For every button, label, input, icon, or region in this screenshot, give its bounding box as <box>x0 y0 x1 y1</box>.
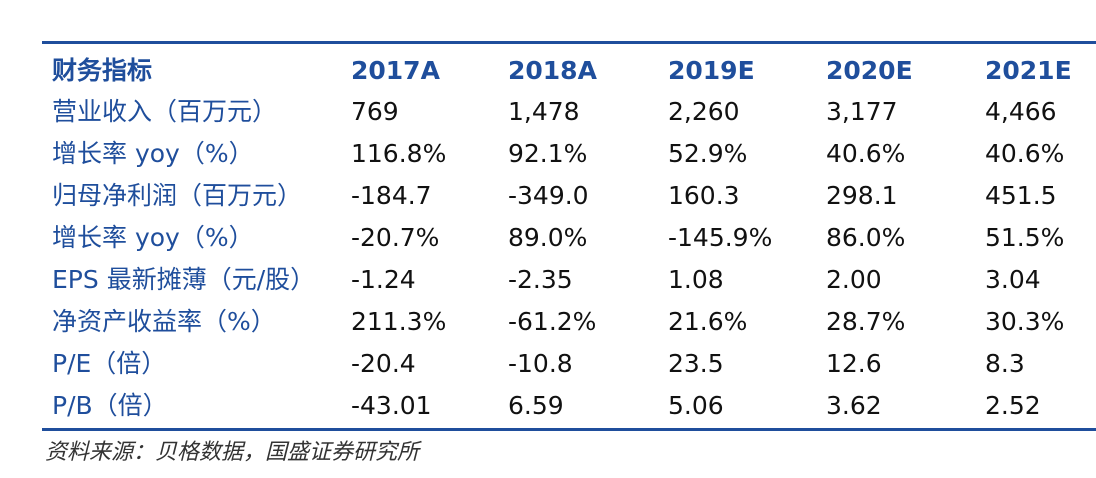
table-row-net-profit-growth: 增长率 yoy（%） -20.7% 89.0% -145.9% 86.0% 51… <box>42 217 1096 259</box>
table-cell: 769 <box>351 97 399 126</box>
header-year-2020: 2020E <box>826 56 913 85</box>
table-cell: 298.1 <box>826 181 898 210</box>
table-cell: 451.5 <box>985 181 1057 210</box>
table-cell: -20.7% <box>351 223 440 252</box>
table-cell: 92.1% <box>508 139 588 168</box>
table-row-eps: EPS 最新摊薄（元/股） -1.24 -2.35 1.08 2.00 3.04 <box>42 259 1096 301</box>
header-year-2019: 2019E <box>668 56 755 85</box>
header-label: 财务指标 <box>52 56 153 85</box>
table-row-pb: P/B（倍） -43.01 6.59 5.06 3.62 2.52 <box>42 385 1096 427</box>
table-bottom-rule <box>42 428 1096 431</box>
table-row-roe: 净资产收益率（%） 211.3% -61.2% 21.6% 28.7% 30.3… <box>42 301 1096 343</box>
row-label: 归母净利润（百万元） <box>52 181 303 210</box>
table-cell: 3.62 <box>826 391 882 420</box>
table-header-row: 财务指标 2017A 2018A 2019E 2020E 2021E <box>42 50 1096 92</box>
table-row-pe: P/E（倍） -20.4 -10.8 23.5 12.6 8.3 <box>42 343 1096 385</box>
table-cell: 40.6% <box>985 139 1065 168</box>
table-cell: -184.7 <box>351 181 432 210</box>
table-cell: -145.9% <box>668 223 773 252</box>
source-note: 资料来源：贝格数据，国盛证券研究所 <box>45 440 420 465</box>
header-year-2017: 2017A <box>351 56 440 85</box>
row-label: 净资产收益率（%） <box>52 307 276 336</box>
row-label: EPS 最新摊薄（元/股） <box>52 265 316 294</box>
table-cell: -1.24 <box>351 265 416 294</box>
row-label: 营业收入（百万元） <box>52 97 278 126</box>
row-label: P/B（倍） <box>52 391 168 420</box>
table-cell: 2.00 <box>826 265 882 294</box>
table-row-revenue-growth: 增长率 yoy（%） 116.8% 92.1% 52.9% 40.6% 40.6… <box>42 133 1096 175</box>
table-cell: 89.0% <box>508 223 588 252</box>
table-cell: 1,478 <box>508 97 580 126</box>
table-cell: 86.0% <box>826 223 906 252</box>
table-cell: 160.3 <box>668 181 740 210</box>
table-cell: -43.01 <box>351 391 432 420</box>
table-cell: 2,260 <box>668 97 740 126</box>
table-cell: 51.5% <box>985 223 1065 252</box>
table-cell: 28.7% <box>826 307 906 336</box>
table-cell: 30.3% <box>985 307 1065 336</box>
table-cell: 6.59 <box>508 391 564 420</box>
table-cell: 52.9% <box>668 139 748 168</box>
table-cell: 12.6 <box>826 349 882 378</box>
table-cell: -10.8 <box>508 349 573 378</box>
table-cell: -20.4 <box>351 349 416 378</box>
table-cell: 8.3 <box>985 349 1025 378</box>
table-row-net-profit: 归母净利润（百万元） -184.7 -349.0 160.3 298.1 451… <box>42 175 1096 217</box>
table-cell: -2.35 <box>508 265 573 294</box>
row-label: P/E（倍） <box>52 349 167 378</box>
table-cell: 211.3% <box>351 307 447 336</box>
row-label: 增长率 yoy（%） <box>52 139 254 168</box>
header-year-2021: 2021E <box>985 56 1072 85</box>
table-cell: 23.5 <box>668 349 724 378</box>
table-row-revenue: 营业收入（百万元） 769 1,478 2,260 3,177 4,466 <box>42 91 1096 133</box>
table-cell: 3.04 <box>985 265 1041 294</box>
table-cell: 40.6% <box>826 139 906 168</box>
table-cell: 116.8% <box>351 139 447 168</box>
row-label: 增长率 yoy（%） <box>52 223 254 252</box>
table-cell: 5.06 <box>668 391 724 420</box>
table-cell: -349.0 <box>508 181 589 210</box>
table-cell: 21.6% <box>668 307 748 336</box>
table-cell: 1.08 <box>668 265 724 294</box>
table-top-rule <box>42 41 1096 44</box>
table-cell: 4,466 <box>985 97 1057 126</box>
table-cell: 3,177 <box>826 97 898 126</box>
table-cell: -61.2% <box>508 307 597 336</box>
table-cell: 2.52 <box>985 391 1041 420</box>
header-year-2018: 2018A <box>508 56 597 85</box>
